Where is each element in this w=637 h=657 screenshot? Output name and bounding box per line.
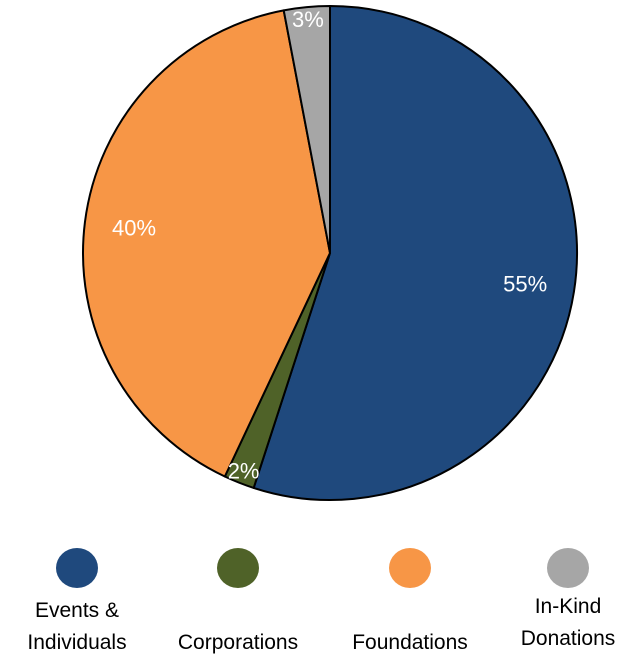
- legend-swatch-corporations: [217, 548, 259, 588]
- data-label-foundations: 40%: [112, 216, 156, 241]
- legend-label-in-kind-donations-line1: In-Kind: [534, 595, 602, 618]
- pie-slice-in-kind-donations: [282, 5, 331, 254]
- legend-label-events-individuals-line1: Events &: [34, 599, 120, 622]
- legend-label-foundations: Foundations: [352, 631, 468, 654]
- legend-label-corporations: Corporations: [177, 631, 299, 654]
- pie-slices: [82, 5, 578, 501]
- legend-label-events-individuals-line2: Individuals: [27, 631, 127, 654]
- data-label-in-kind-donations: 3%: [292, 7, 324, 32]
- pie-slice-foundations: [82, 9, 331, 478]
- data-label-events-individuals: 55%: [503, 271, 547, 296]
- pie-data-labels: 55% 2% 40% 3%: [112, 7, 547, 484]
- pie-chart: 55% 2% 40% 3%: [82, 5, 578, 501]
- data-label-corporations: 2%: [228, 459, 260, 484]
- legend-swatch-in-kind-donations: [547, 548, 589, 588]
- pie-slice-events-individuals: [252, 5, 578, 501]
- legend-swatch-events-individuals: [56, 548, 98, 588]
- legend-swatch-foundations: [389, 548, 431, 588]
- chart-legend: Events & Individuals Corporations Founda…: [0, 548, 637, 657]
- legend-label-in-kind-donations-line2: Donations: [520, 627, 616, 650]
